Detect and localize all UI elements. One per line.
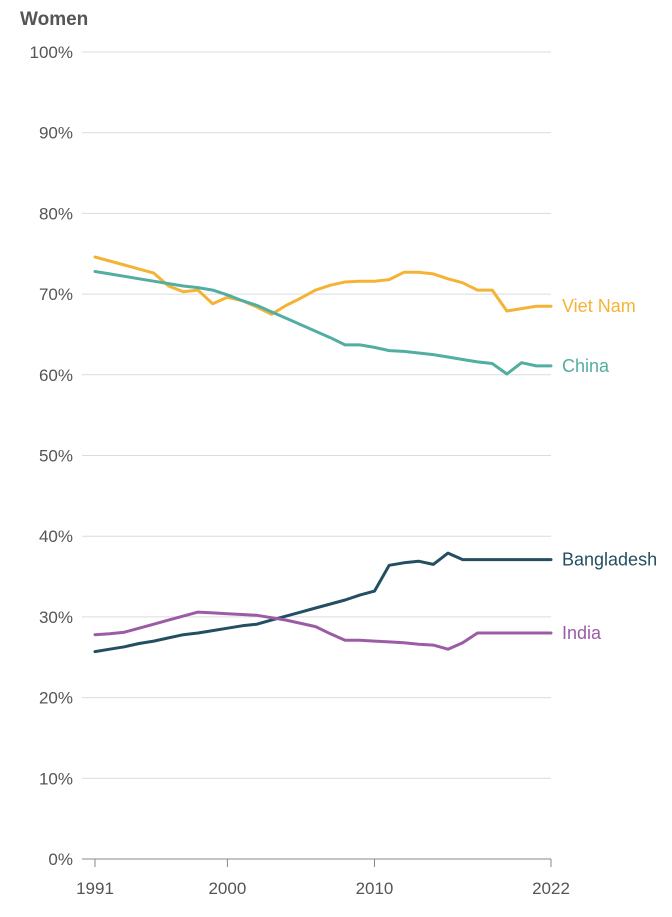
y-tick-label: 70% bbox=[39, 285, 73, 304]
series-label-india: India bbox=[562, 623, 602, 643]
y-tick-label: 80% bbox=[39, 204, 73, 223]
x-tick-label: 2000 bbox=[208, 879, 246, 898]
series-label-bangladesh: Bangladesh bbox=[562, 550, 657, 570]
x-tick-label: 1991 bbox=[76, 879, 114, 898]
y-tick-label: 20% bbox=[39, 689, 73, 708]
series-line-bangladesh bbox=[93, 551, 553, 654]
x-tick-label: 2022 bbox=[532, 879, 570, 898]
series-line-china bbox=[93, 270, 553, 376]
gridlines bbox=[82, 51, 551, 860]
series-group bbox=[93, 255, 553, 654]
y-tick-label: 40% bbox=[39, 527, 73, 546]
series-label-viet-nam: Viet Nam bbox=[562, 296, 636, 316]
y-axis: 0% 10% 20% 30% 40% 50% 60% 70% 80% 90% 100% bbox=[30, 43, 73, 869]
x-axis: 1991 2000 2010 2022 bbox=[76, 858, 570, 898]
chart-title: Women bbox=[20, 9, 88, 30]
y-tick-label: 60% bbox=[39, 366, 73, 385]
y-tick-label: 50% bbox=[39, 447, 73, 466]
y-tick-label: 0% bbox=[48, 850, 73, 869]
series-line-india bbox=[93, 610, 553, 651]
series-label-china: China bbox=[562, 356, 610, 376]
y-tick-label: 30% bbox=[39, 608, 73, 627]
x-tick-label: 2010 bbox=[356, 879, 394, 898]
y-tick-label: 100% bbox=[30, 43, 73, 62]
series-line-viet-nam bbox=[93, 255, 553, 316]
series-labels: Viet Nam China Bangladesh India bbox=[562, 296, 657, 643]
y-tick-label: 10% bbox=[39, 769, 73, 788]
y-tick-label: 90% bbox=[39, 124, 73, 143]
